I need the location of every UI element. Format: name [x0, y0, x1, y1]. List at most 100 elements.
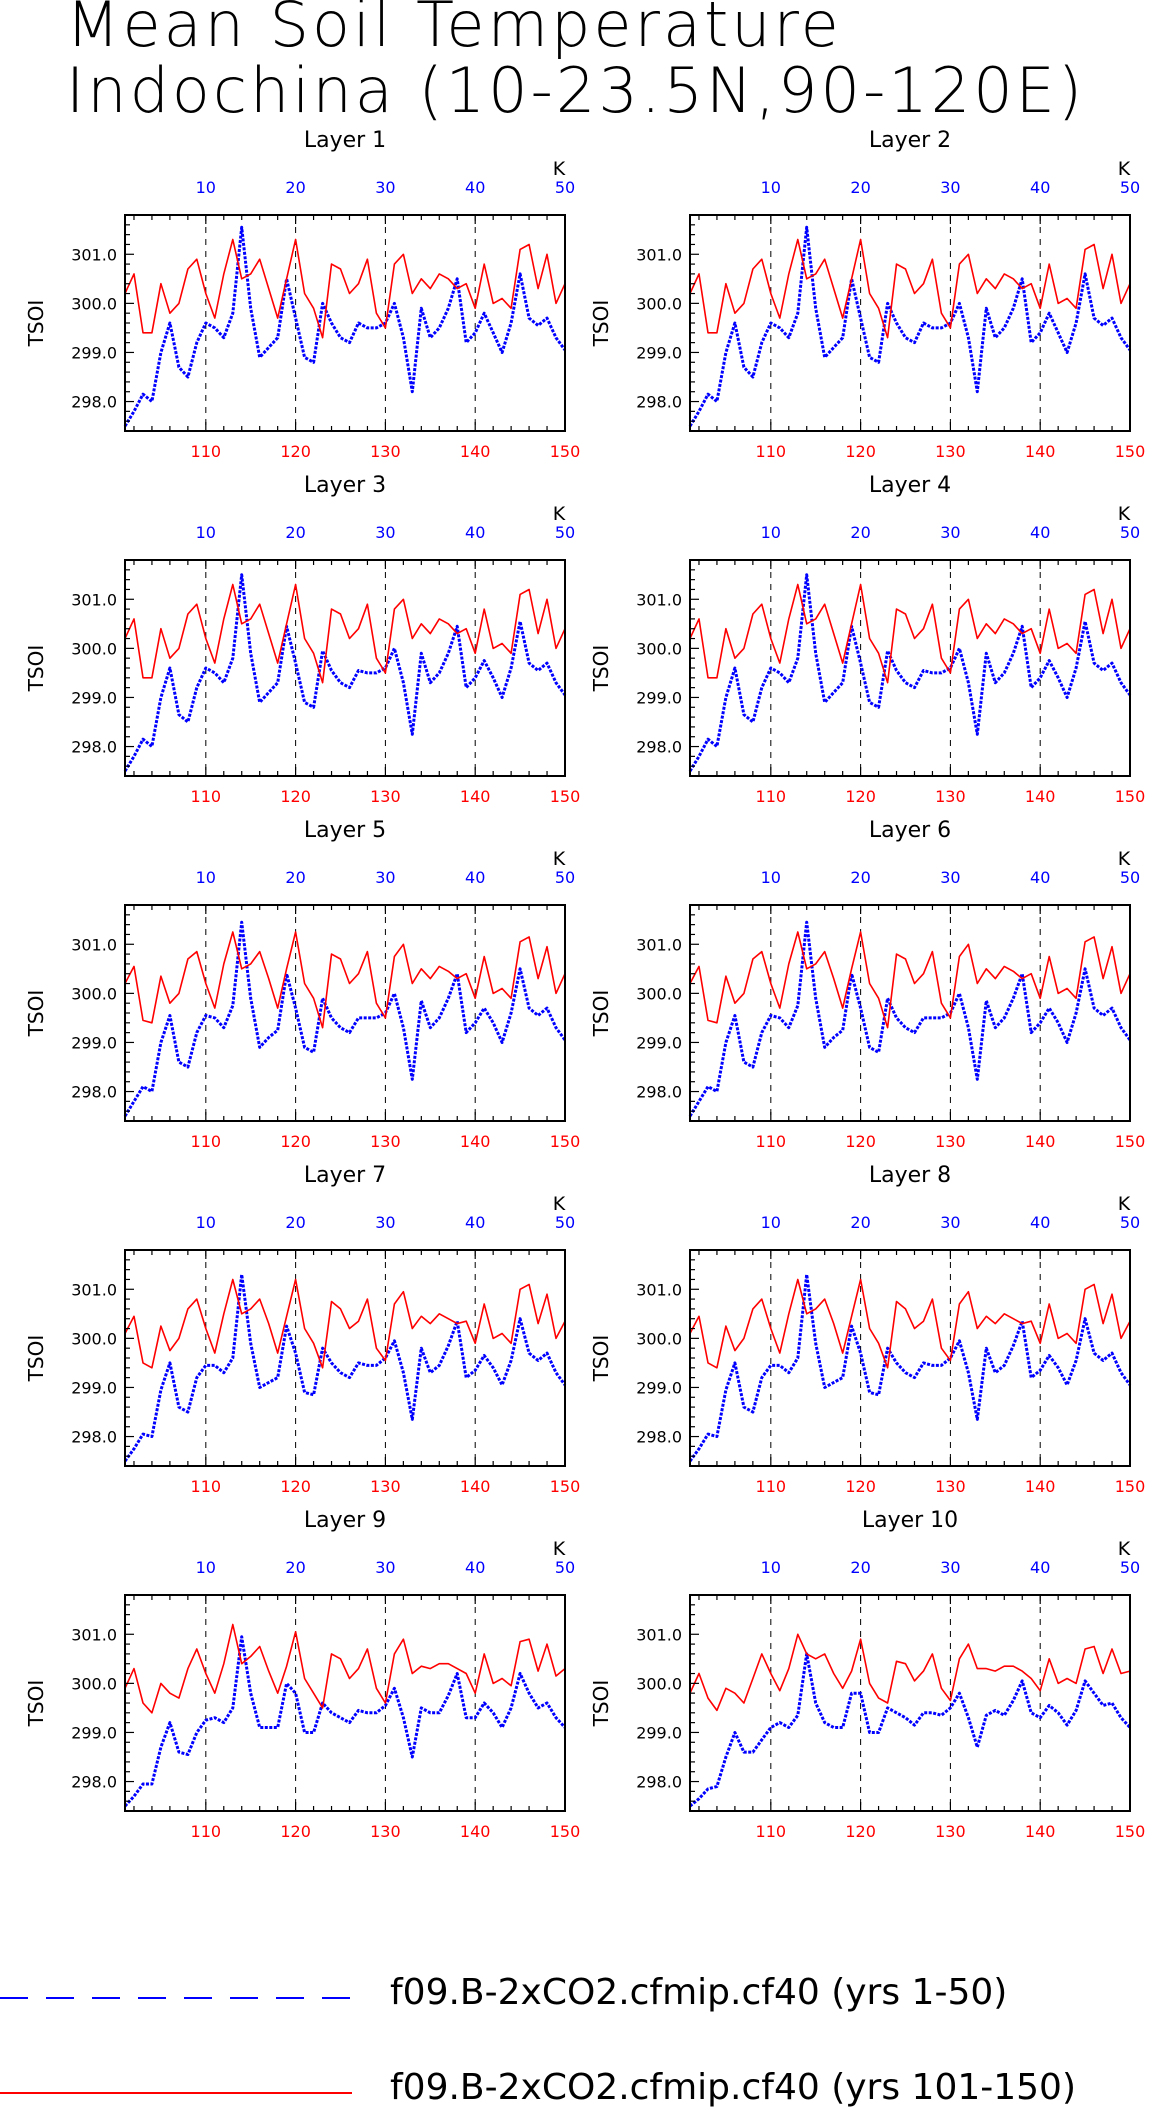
y-tick-label: 301.0 — [636, 245, 682, 264]
y-tick-label: 300.0 — [636, 294, 682, 313]
x-tick-label-bottom: 140 — [460, 787, 491, 806]
y-tick-label: 301.0 — [636, 1280, 682, 1299]
x-tick-label-top: 10 — [196, 1558, 216, 1577]
x-tick-label-top: 30 — [375, 178, 395, 197]
x-tick-label-top: 40 — [465, 1213, 485, 1232]
x-tick-label-bottom: 120 — [845, 1822, 876, 1841]
legend-label-red: f09.B-2xCO2.cfmip.cf40 (yrs 101-150) — [390, 2067, 1077, 2108]
panel-title: Layer 3 — [304, 473, 386, 498]
plot-frame — [124, 559, 566, 777]
x-tick-label-bottom: 140 — [1025, 1822, 1056, 1841]
y-tick-label: 300.0 — [71, 1674, 117, 1693]
top-axis-label: K — [1118, 1193, 1131, 1215]
y-tick-label: 300.0 — [636, 984, 682, 1003]
y-tick-label: 298.0 — [71, 393, 117, 412]
x-tick-label-bottom: 130 — [370, 1822, 401, 1841]
x-tick-label-bottom: 140 — [460, 1132, 491, 1151]
x-tick-label-top: 20 — [850, 1558, 870, 1577]
y-tick-label: 300.0 — [71, 1329, 117, 1348]
panel-title: Layer 2 — [869, 128, 951, 153]
x-tick-label-top: 20 — [285, 1213, 305, 1232]
x-tick-label-bottom: 140 — [460, 442, 491, 461]
top-axis-label: K — [1118, 158, 1131, 180]
x-tick-label-top: 40 — [1030, 1213, 1050, 1232]
x-tick-label-top: 10 — [761, 1558, 781, 1577]
legend — [0, 1997, 352, 2094]
y-axis-label: TSOI — [24, 300, 48, 348]
chart-panel-4: Layer 4 298.0 299.0 300.0 301.0 TSOI 110 120 130… — [589, 473, 1145, 806]
x-tick-label-bottom: 140 — [1025, 442, 1056, 461]
x-tick-label-top: 20 — [285, 1558, 305, 1577]
panel-title: Layer 8 — [869, 1163, 951, 1188]
chart-panel-7: Layer 7 298.0 299.0 300.0 301.0 TSOI 110 120 130… — [24, 1163, 580, 1496]
y-tick-label: 300.0 — [636, 1329, 682, 1348]
x-tick-label-top: 20 — [850, 523, 870, 542]
series-line-yrs-1-50 — [689, 1652, 1132, 1808]
x-tick-label-top: 10 — [761, 178, 781, 197]
plot-frame — [124, 1249, 566, 1467]
top-axis-label: K — [553, 1538, 566, 1560]
y-axis-label: TSOI — [24, 1680, 48, 1728]
top-axis-label: K — [1118, 503, 1131, 525]
plot-frame — [689, 904, 1131, 1122]
x-tick-label-bottom: 120 — [845, 1132, 876, 1151]
y-tick-label: 301.0 — [71, 590, 117, 609]
x-tick-label-bottom: 120 — [280, 442, 311, 461]
x-tick-label-top: 40 — [465, 868, 485, 887]
y-tick-label: 300.0 — [636, 639, 682, 658]
panel-title: Layer 4 — [869, 473, 951, 498]
x-tick-label-bottom: 130 — [935, 787, 966, 806]
y-axis-label: TSOI — [589, 990, 613, 1038]
top-axis-label: K — [553, 1193, 566, 1215]
x-tick-label-top: 40 — [1030, 178, 1050, 197]
y-axis-label: TSOI — [589, 645, 613, 693]
y-tick-label: 299.0 — [71, 343, 117, 362]
x-tick-label-top: 10 — [196, 523, 216, 542]
series-line-yrs-1-50 — [123, 1635, 567, 1808]
x-tick-label-bottom: 110 — [756, 1477, 787, 1496]
x-tick-label-bottom: 120 — [845, 787, 876, 806]
x-tick-label-bottom: 130 — [935, 1132, 966, 1151]
x-tick-label-bottom: 130 — [935, 1477, 966, 1496]
series-line-yrs-101-150 — [124, 583, 566, 684]
x-tick-label-bottom: 110 — [191, 1822, 222, 1841]
x-tick-label-bottom: 140 — [1025, 787, 1056, 806]
x-tick-label-bottom: 150 — [1115, 1822, 1146, 1841]
y-axis-label: TSOI — [589, 1335, 613, 1383]
y-axis-label: TSOI — [24, 645, 48, 693]
y-tick-label: 299.0 — [636, 343, 682, 362]
x-tick-label-bottom: 150 — [550, 1132, 581, 1151]
plot-frame — [124, 904, 566, 1122]
x-tick-label-bottom: 120 — [845, 1477, 876, 1496]
x-tick-label-bottom: 110 — [191, 1132, 222, 1151]
y-tick-label: 298.0 — [71, 738, 117, 757]
y-tick-label: 299.0 — [636, 1378, 682, 1397]
chart-panel-8: Layer 8 298.0 299.0 300.0 301.0 TSOI 110 120 130… — [589, 1163, 1145, 1496]
y-tick-label: 298.0 — [71, 1083, 117, 1102]
panel-title: Layer 1 — [304, 128, 386, 153]
x-tick-label-top: 20 — [850, 178, 870, 197]
y-tick-label: 301.0 — [71, 245, 117, 264]
plot-frame — [689, 1249, 1131, 1467]
y-tick-label: 298.0 — [636, 738, 682, 757]
y-tick-label: 300.0 — [71, 639, 117, 658]
series-line-yrs-1-50 — [123, 1273, 567, 1462]
x-tick-label-bottom: 110 — [191, 787, 222, 806]
chart-panel-6: Layer 6 298.0 299.0 300.0 301.0 TSOI 110 120 130… — [589, 818, 1145, 1151]
x-tick-label-bottom: 150 — [1115, 1477, 1146, 1496]
y-tick-label: 298.0 — [636, 1083, 682, 1102]
y-tick-label: 300.0 — [71, 294, 117, 313]
series-line-yrs-1-50 — [123, 573, 567, 772]
series-line-yrs-1-50 — [688, 225, 1132, 427]
y-tick-label: 299.0 — [636, 688, 682, 707]
x-tick-label-bottom: 150 — [550, 1477, 581, 1496]
charts-grid: Layer 1 298.0 299.0 300.0 301.0 TSOI 110 120 130… — [24, 128, 1146, 1841]
series-line-yrs-1-50 — [123, 225, 567, 427]
x-tick-label-bottom: 130 — [935, 1822, 966, 1841]
x-tick-label-top: 30 — [940, 178, 960, 197]
y-tick-label: 298.0 — [636, 1428, 682, 1447]
x-tick-label-top: 30 — [375, 868, 395, 887]
y-tick-label: 298.0 — [636, 1773, 682, 1792]
series-line-yrs-101-150 — [124, 1623, 566, 1714]
x-tick-label-top: 30 — [375, 523, 395, 542]
